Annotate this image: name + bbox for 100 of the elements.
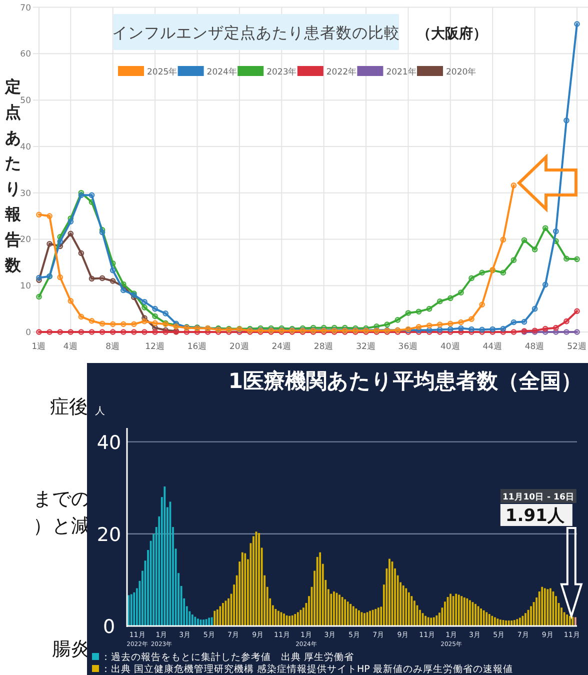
legend-label: 2025年 — [147, 66, 178, 78]
annotation: 1.91人 — [505, 506, 566, 526]
x-tick-label: 8週 — [106, 341, 120, 352]
x-tick-label: 32週 — [356, 341, 376, 352]
point — [458, 325, 464, 332]
point — [120, 329, 126, 335]
legend-label: 2020年 — [446, 66, 477, 78]
point — [88, 192, 95, 198]
point — [120, 321, 126, 328]
point — [68, 230, 74, 237]
point — [142, 298, 148, 305]
point — [542, 225, 548, 231]
point — [152, 306, 158, 312]
point — [436, 298, 443, 304]
line-series — [36, 182, 517, 334]
point — [458, 290, 464, 296]
point — [68, 298, 74, 304]
legend-label: 2021年 — [386, 66, 417, 78]
point — [131, 321, 137, 328]
point — [532, 246, 538, 252]
point — [521, 237, 528, 244]
point — [162, 310, 168, 316]
point — [36, 274, 42, 281]
point — [468, 316, 474, 322]
point — [500, 270, 506, 276]
y-tick-label: 30 — [20, 188, 31, 199]
point — [426, 322, 432, 328]
text: 腸炎 — [52, 638, 90, 660]
point — [574, 256, 580, 262]
point — [78, 250, 84, 256]
y-tick-label: 40 — [96, 432, 122, 454]
point — [564, 329, 570, 335]
point — [542, 326, 548, 332]
point — [384, 322, 390, 328]
y-axis-title: 定点あたり報告数 — [4, 77, 22, 274]
point — [564, 318, 570, 324]
point — [88, 276, 95, 282]
x-tick-label: 52週 — [567, 341, 587, 352]
point — [553, 228, 559, 234]
point — [574, 21, 580, 27]
y-tick-label: 60 — [20, 50, 31, 60]
y-tick-label: 20 — [20, 235, 31, 246]
x-tick-label: 28週 — [314, 341, 334, 352]
point — [574, 329, 580, 335]
legend-label: 2022年 — [326, 66, 358, 78]
y-tick-label: 50 — [20, 96, 31, 106]
point — [99, 329, 106, 335]
point — [36, 212, 42, 218]
point — [436, 326, 443, 333]
point — [46, 213, 52, 219]
point — [152, 329, 158, 335]
point — [500, 236, 506, 243]
point — [574, 308, 580, 314]
annotation: 11月10日 - 16日 — [502, 492, 574, 502]
y-tick-label: 0 — [26, 328, 31, 338]
point — [142, 329, 148, 335]
point — [68, 218, 74, 224]
point — [152, 320, 158, 326]
point — [479, 302, 485, 308]
legend-label: 2023年 — [266, 66, 298, 78]
point — [479, 326, 485, 333]
x-tick-label: 40週 — [440, 341, 460, 352]
point — [510, 182, 517, 188]
x-tick-label: 36週 — [398, 341, 418, 352]
point — [490, 326, 496, 332]
text: 症後 — [50, 396, 88, 418]
point — [532, 306, 538, 312]
point — [46, 240, 52, 247]
point — [36, 329, 42, 335]
point — [448, 326, 454, 332]
legend-label: 2024年 — [206, 66, 238, 78]
y-tick-label: 40 — [20, 142, 31, 152]
point — [468, 326, 474, 332]
point — [152, 313, 158, 320]
point — [99, 275, 106, 282]
point — [57, 274, 63, 280]
point — [510, 319, 517, 326]
y-tick-label: 10 — [20, 282, 31, 292]
legend-label: ：過去の報告をもとに集計した参考値 出典 厚生労働省 — [101, 651, 354, 663]
legend-label: ：出典 国立健康危機管理研究機構 感染症情報提供サイトHP 最新値のみ厚生労働省の速報値 — [101, 663, 513, 675]
point — [36, 294, 42, 300]
point — [99, 229, 106, 236]
point — [110, 321, 116, 328]
point — [131, 329, 137, 335]
point — [426, 306, 432, 312]
point — [500, 326, 506, 332]
point — [458, 319, 464, 326]
line-series — [36, 230, 180, 334]
point — [88, 318, 95, 324]
point — [510, 257, 517, 263]
point — [110, 329, 116, 335]
text: （大阪府） — [417, 25, 487, 42]
point — [120, 287, 126, 294]
x-tick-label: 44週 — [482, 341, 503, 352]
point — [436, 322, 443, 328]
point — [142, 304, 148, 310]
point — [78, 329, 84, 335]
point — [542, 282, 548, 288]
text: インフルエンザ定点あたり患者数の比較 — [112, 24, 400, 42]
point — [564, 118, 570, 124]
